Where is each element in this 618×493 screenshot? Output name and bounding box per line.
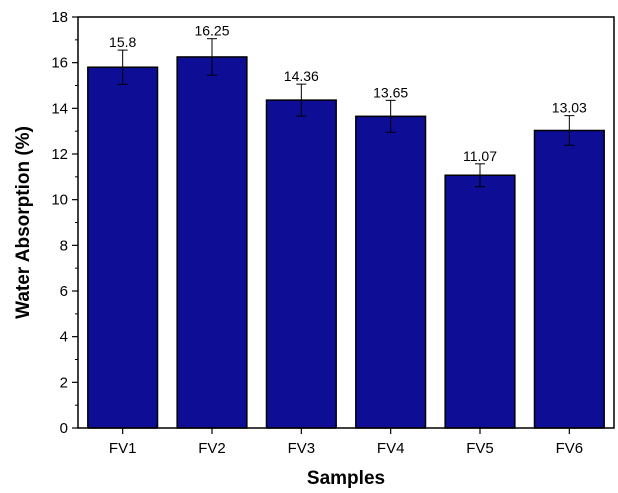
bar-fv6 bbox=[533, 129, 605, 429]
bar-fv5 bbox=[444, 174, 516, 429]
data-label: 16.25 bbox=[194, 23, 229, 39]
x-axis-ticks: FV1 FV2 FV3 FV4 FV5 FV6 bbox=[109, 428, 583, 457]
y-tick-label: 10 bbox=[51, 192, 68, 209]
y-tick-label: 18 bbox=[51, 9, 68, 26]
data-label: 11.07 bbox=[463, 148, 497, 164]
x-tick-label: FV2 bbox=[198, 440, 226, 457]
bar-fv1 bbox=[87, 66, 159, 429]
y-axis-ticks: 0 2 4 6 8 10 12 14 16 18 bbox=[51, 9, 78, 437]
data-label: 15.8 bbox=[109, 34, 136, 50]
data-labels: 15.8 16.25 14.36 13.65 11.07 13.03 bbox=[109, 23, 587, 164]
y-tick-label: 16 bbox=[51, 55, 68, 72]
y-tick-label: 6 bbox=[60, 283, 68, 300]
y-axis-title: Water Absorption (%) bbox=[13, 126, 34, 319]
y-tick-label: 8 bbox=[60, 237, 68, 254]
y-tick-label: 0 bbox=[60, 420, 68, 437]
x-axis-title: Samples bbox=[307, 468, 385, 489]
bars bbox=[87, 38, 605, 429]
bar-fv4 bbox=[355, 115, 427, 429]
y-tick-label: 4 bbox=[60, 329, 68, 346]
x-tick-label: FV5 bbox=[466, 440, 494, 457]
x-tick-label: FV3 bbox=[288, 440, 316, 457]
bar-fv2 bbox=[176, 56, 248, 429]
data-label: 14.36 bbox=[284, 68, 319, 84]
data-label: 13.03 bbox=[552, 100, 587, 116]
x-tick-label: FV4 bbox=[377, 440, 405, 457]
plot-frame bbox=[77, 16, 615, 429]
y-tick-label: 14 bbox=[51, 100, 68, 117]
y-tick-label: 12 bbox=[51, 146, 68, 163]
y-tick-label: 2 bbox=[60, 374, 68, 391]
x-tick-label: FV6 bbox=[556, 440, 584, 457]
bar-fv3 bbox=[265, 99, 337, 429]
x-tick-label: FV1 bbox=[109, 440, 137, 457]
data-label: 13.65 bbox=[373, 84, 408, 100]
